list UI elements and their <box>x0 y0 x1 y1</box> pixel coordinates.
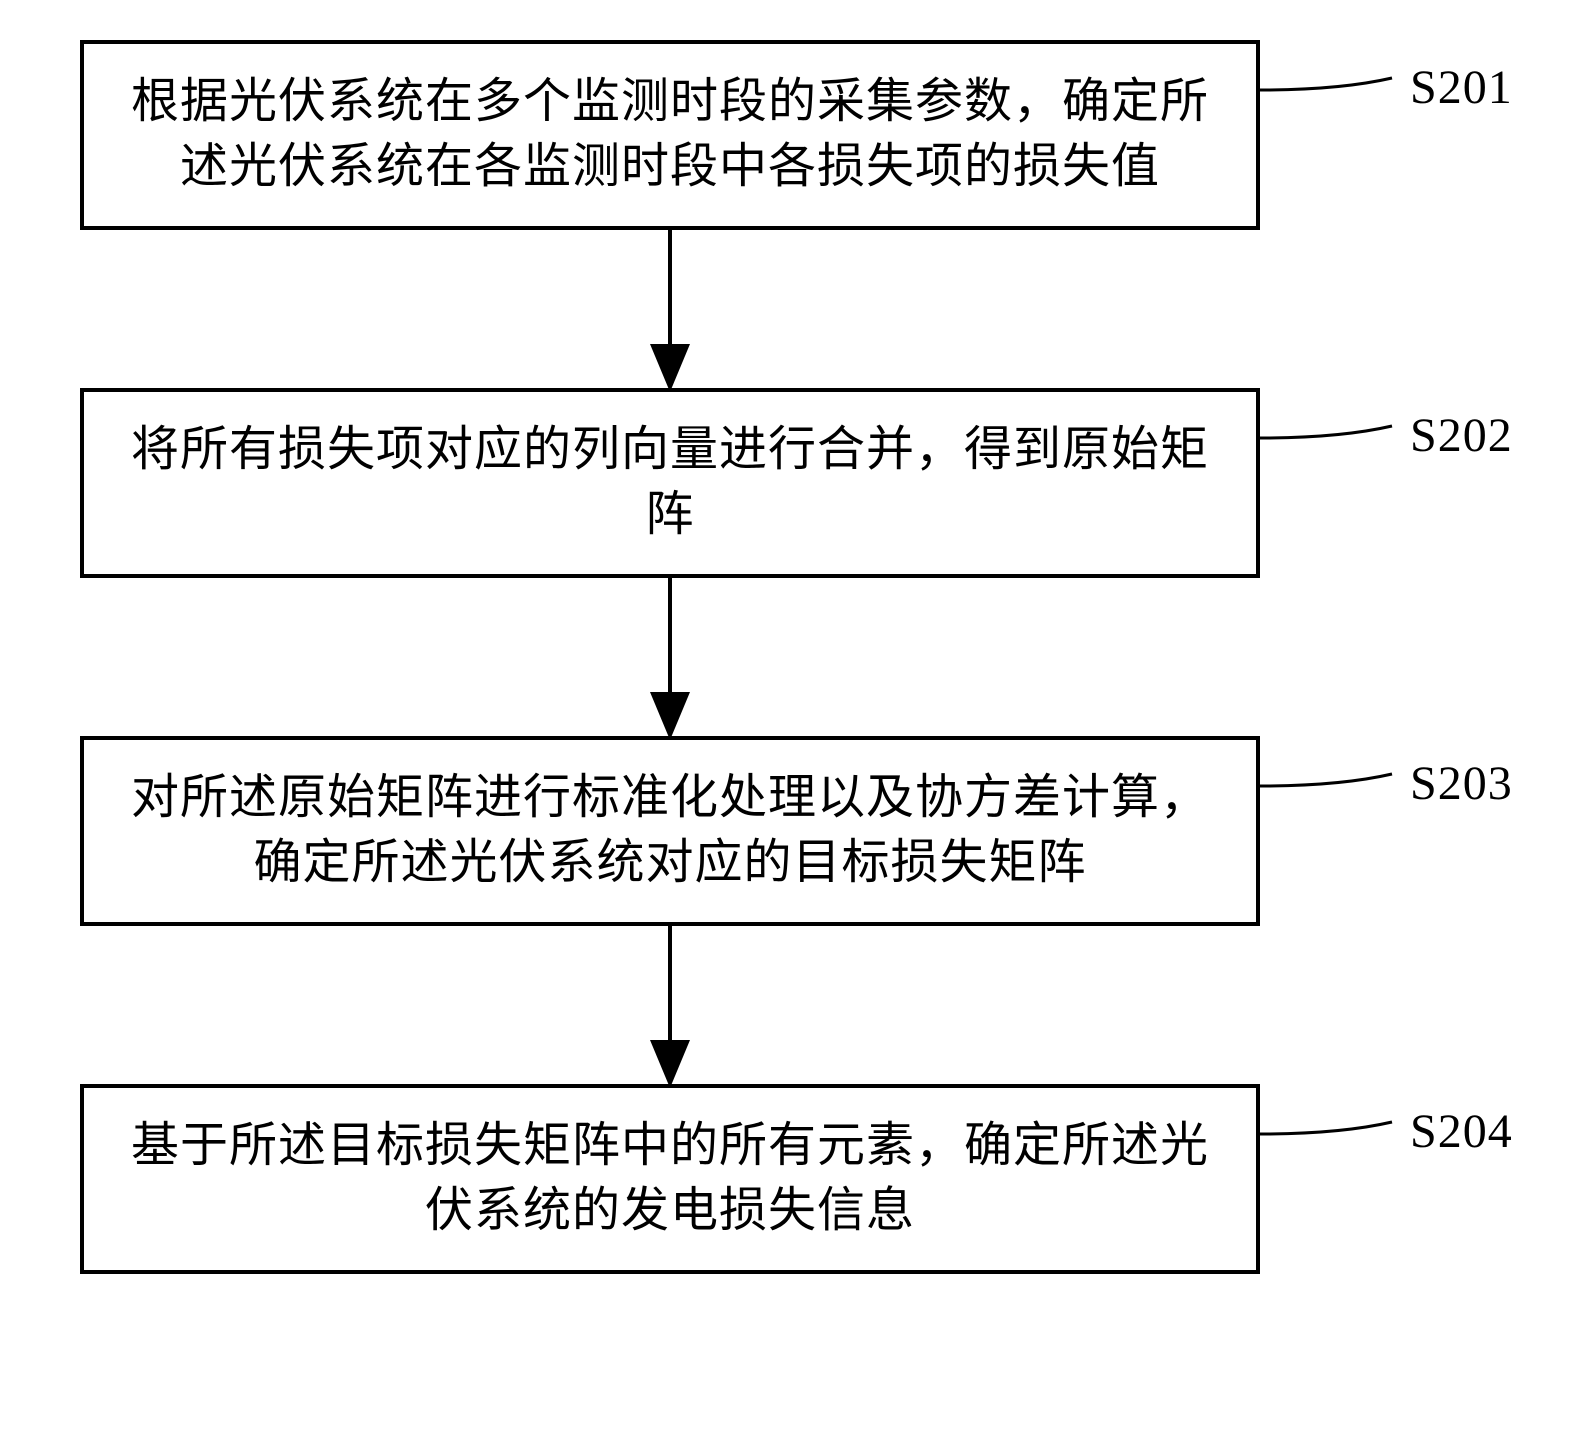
step-text: 将所有损失项对应的列向量进行合并，得到原始矩阵 <box>120 418 1220 548</box>
step-label-s204: S204 <box>1410 1104 1513 1159</box>
step-label-s203: S203 <box>1410 756 1513 811</box>
step-label-s202: S202 <box>1410 408 1513 463</box>
step-text: 根据光伏系统在多个监测时段的采集参数，确定所述光伏系统在各监测时段中各损失项的损… <box>120 70 1220 200</box>
step-box: 对所述原始矩阵进行标准化处理以及协方差计算，确定所述光伏系统对应的目标损失矩阵 <box>80 736 1260 926</box>
step-box: 根据光伏系统在多个监测时段的采集参数，确定所述光伏系统在各监测时段中各损失项的损… <box>80 40 1260 230</box>
step-s204: 基于所述目标损失矩阵中的所有元素，确定所述光伏系统的发电损失信息 <box>80 1084 1500 1274</box>
step-label-s201: S201 <box>1410 60 1513 115</box>
step-s202: 将所有损失项对应的列向量进行合并，得到原始矩阵 <box>80 388 1500 578</box>
step-s201: 根据光伏系统在多个监测时段的采集参数，确定所述光伏系统在各监测时段中各损失项的损… <box>80 40 1500 230</box>
step-text: 基于所述目标损失矩阵中的所有元素，确定所述光伏系统的发电损失信息 <box>120 1114 1220 1244</box>
step-box: 将所有损失项对应的列向量进行合并，得到原始矩阵 <box>80 388 1260 578</box>
step-box: 基于所述目标损失矩阵中的所有元素，确定所述光伏系统的发电损失信息 <box>80 1084 1260 1274</box>
step-s203: 对所述原始矩阵进行标准化处理以及协方差计算，确定所述光伏系统对应的目标损失矩阵 <box>80 736 1500 926</box>
step-text: 对所述原始矩阵进行标准化处理以及协方差计算，确定所述光伏系统对应的目标损失矩阵 <box>120 766 1220 896</box>
